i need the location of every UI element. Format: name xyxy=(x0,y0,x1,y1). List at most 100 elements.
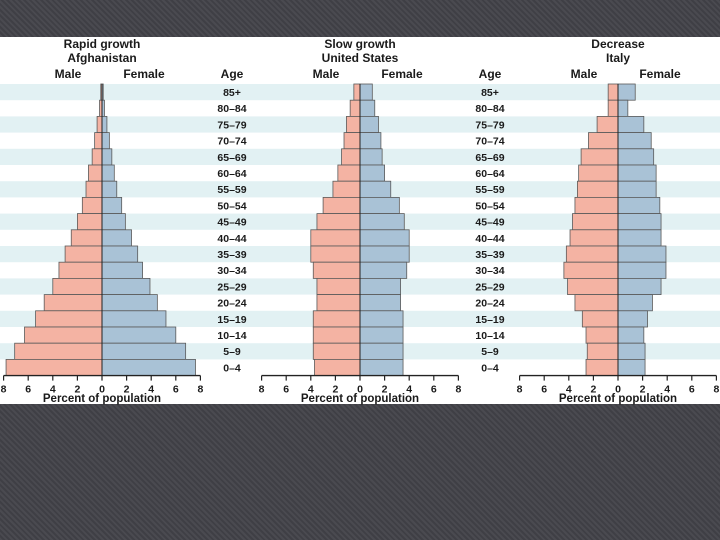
x-tick-label: 0 xyxy=(357,384,363,396)
x-tick-label: 4 xyxy=(664,384,670,396)
pyramid-afghanistan: 8 6 4 2 0 2 4 6 8 Percent of population Rapid grow… xyxy=(1,37,204,405)
age-label: 15–19 xyxy=(475,314,504,326)
x-tick-label: 0 xyxy=(99,384,105,396)
female-bar xyxy=(101,148,113,166)
male-bar xyxy=(58,261,103,279)
male-bar xyxy=(5,358,103,376)
age-label: 65–69 xyxy=(217,152,246,164)
female-bar xyxy=(359,261,408,279)
male-bar xyxy=(316,213,361,231)
pyramid-united-states: 8 6 4 2 0 2 4 6 8 Percent of population Slow growt… xyxy=(259,37,462,405)
male-bar xyxy=(341,148,361,166)
female-bar xyxy=(617,99,629,117)
x-tick-label: 4 xyxy=(566,384,572,396)
male-bar xyxy=(81,196,103,214)
x-tick-label: 2 xyxy=(590,384,596,396)
chart-title: Slow growth xyxy=(324,37,395,51)
male-bar xyxy=(70,229,103,247)
chart-subtitle: Afghanistan xyxy=(67,51,136,65)
female-bar xyxy=(359,180,392,198)
male-bar xyxy=(346,116,361,134)
female-bar xyxy=(359,326,404,344)
x-tick-label: 6 xyxy=(541,384,547,396)
age-label: 40–44 xyxy=(217,233,246,245)
female-bar xyxy=(101,326,177,344)
female-bar xyxy=(359,342,404,360)
male-bar xyxy=(577,180,619,198)
female-bar xyxy=(101,180,118,198)
female-bar xyxy=(359,148,383,166)
female-bar xyxy=(101,245,139,263)
male-bar xyxy=(353,83,361,101)
age-label: 35–39 xyxy=(475,249,504,261)
age-label: 75–79 xyxy=(475,119,504,131)
male-bar xyxy=(572,213,619,231)
male-bar xyxy=(581,310,619,328)
male-bar xyxy=(35,310,103,328)
age-label: 80–84 xyxy=(475,103,504,115)
male-bar xyxy=(607,99,619,117)
age-label: 60–64 xyxy=(217,168,246,180)
male-bar xyxy=(88,164,103,182)
female-bar xyxy=(617,310,648,328)
x-tick-label: 8 xyxy=(259,384,265,396)
female-bar xyxy=(359,99,376,117)
female-bar xyxy=(617,261,667,279)
female-bar xyxy=(617,245,667,263)
female-bar xyxy=(359,294,401,312)
male-bar xyxy=(316,277,361,295)
male-bar xyxy=(314,358,361,376)
male-bar xyxy=(316,294,361,312)
x-tick-label: 4 xyxy=(50,384,56,396)
chart-subtitle: Italy xyxy=(606,51,630,65)
male-bar xyxy=(52,277,103,295)
x-tick-label: 8 xyxy=(713,384,719,396)
male-bar xyxy=(96,116,103,134)
male-bar xyxy=(343,132,361,150)
male-bar xyxy=(565,245,619,263)
x-tick-label: 2 xyxy=(332,384,338,396)
age-header: Age xyxy=(479,67,502,81)
x-tick-label: 6 xyxy=(283,384,289,396)
male-bar xyxy=(567,277,619,295)
male-bar xyxy=(607,83,619,101)
female-bar xyxy=(359,132,382,150)
female-bar xyxy=(101,277,151,295)
x-tick-label: 6 xyxy=(431,384,437,396)
female-label: Female xyxy=(123,67,165,81)
x-tick-label: 0 xyxy=(615,384,621,396)
male-bar xyxy=(574,196,619,214)
female-bar xyxy=(617,277,662,295)
female-bar xyxy=(617,83,636,101)
male-bar xyxy=(588,132,619,150)
female-bar xyxy=(101,358,196,376)
x-tick-label: 4 xyxy=(406,384,412,396)
x-tick-label: 2 xyxy=(382,384,388,396)
age-label: 50–54 xyxy=(475,200,504,212)
male-bar xyxy=(43,294,103,312)
male-bar xyxy=(574,294,619,312)
female-label: Female xyxy=(381,67,423,81)
male-bar xyxy=(322,196,361,214)
female-bar xyxy=(359,83,373,101)
male-bar xyxy=(569,229,619,247)
age-label: 50–54 xyxy=(217,200,246,212)
female-bar xyxy=(617,294,653,312)
chart-title: Rapid growth xyxy=(64,37,141,51)
female-bar xyxy=(617,116,645,134)
female-bar xyxy=(359,245,410,263)
male-bar xyxy=(332,180,361,198)
age-label: 5–9 xyxy=(481,346,499,358)
pyramid-italy: 8 6 4 2 0 2 4 6 8 Percent of population DecreaseIt… xyxy=(517,37,720,405)
age-column-right: Age 85+ 80–84 75–79 70–74 65–69 60–64 55–59 50–5… xyxy=(475,67,504,374)
female-bar xyxy=(359,310,404,328)
female-bar xyxy=(359,213,405,231)
age-label: 5–9 xyxy=(223,346,241,358)
female-bar xyxy=(617,148,655,166)
female-bar xyxy=(101,229,132,247)
age-label: 60–64 xyxy=(475,168,504,180)
x-tick-label: 2 xyxy=(124,384,130,396)
female-bar xyxy=(617,229,662,247)
age-label: 15–19 xyxy=(217,314,246,326)
age-label: 85+ xyxy=(481,87,499,99)
